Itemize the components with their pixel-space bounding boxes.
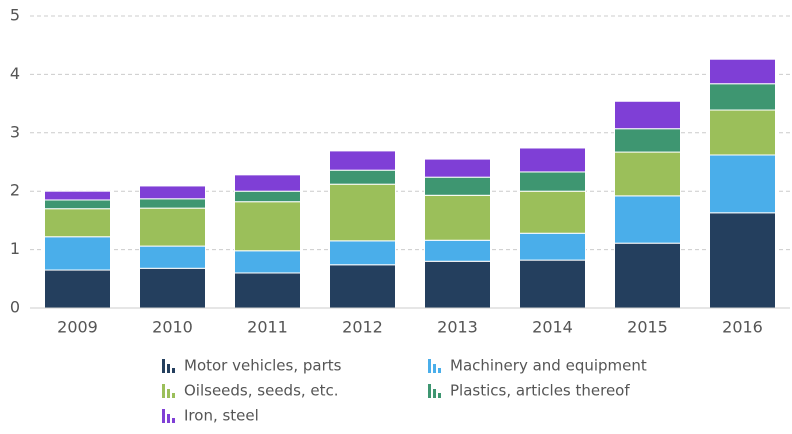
y-tick-label: 1 xyxy=(10,239,20,258)
bar-segment xyxy=(519,171,586,192)
bar-segment xyxy=(234,250,301,274)
legend-item: Motor vehicles, parts xyxy=(162,357,342,375)
bar-segment xyxy=(424,176,491,196)
y-tick-label: 2 xyxy=(10,181,20,200)
bar-segment xyxy=(424,194,491,241)
bar-segment xyxy=(329,240,396,266)
legend-icon xyxy=(167,389,170,398)
bar-segment xyxy=(329,169,396,185)
legend-icon xyxy=(162,359,165,373)
x-tick-label: 2015 xyxy=(627,318,668,337)
bar-segment xyxy=(234,190,301,203)
legend-label: Plastics, articles thereof xyxy=(450,382,630,400)
bar-segment xyxy=(139,245,206,269)
legend-icon xyxy=(438,368,441,373)
bar-segment xyxy=(519,232,586,261)
legend-icon xyxy=(162,384,165,398)
bar-segment xyxy=(139,207,206,247)
bar-segment xyxy=(424,260,491,309)
bar-segment xyxy=(44,208,111,238)
legend-icon xyxy=(438,393,441,398)
x-tick-label: 2009 xyxy=(57,318,98,337)
legend-item: Oilseeds, seeds, etc. xyxy=(162,382,339,400)
legend-icon xyxy=(167,364,170,373)
bar-segment xyxy=(709,83,776,111)
bar-segment xyxy=(709,58,776,85)
x-tick-label: 2016 xyxy=(722,318,763,337)
bar-segment xyxy=(234,201,301,252)
bar-segment xyxy=(614,151,681,197)
bar-segment xyxy=(709,212,776,309)
legend-icon xyxy=(162,409,165,423)
legend-label: Machinery and equipment xyxy=(450,357,647,375)
bar-segment xyxy=(329,264,396,309)
bar-segment xyxy=(709,109,776,156)
bar-segment xyxy=(709,154,776,214)
bar-segment xyxy=(519,190,586,234)
legend-icon xyxy=(167,414,170,423)
y-tick-label: 4 xyxy=(10,64,20,83)
y-tick-label: 5 xyxy=(10,6,20,25)
bar-segment xyxy=(614,128,681,153)
bar-segment xyxy=(139,198,206,209)
legend-icon xyxy=(172,418,175,423)
y-tick-label: 3 xyxy=(10,122,20,141)
bar-segment xyxy=(234,174,301,192)
bar-segment xyxy=(614,100,681,130)
bar-segment xyxy=(424,239,491,262)
x-tick-label: 2013 xyxy=(437,318,478,337)
bar-segment xyxy=(329,183,396,242)
legend-icon xyxy=(172,393,175,398)
bar-segment xyxy=(234,272,301,309)
bar-segment xyxy=(139,185,206,200)
legend-label: Oilseeds, seeds, etc. xyxy=(184,382,339,400)
legend-icon xyxy=(433,389,436,398)
bar-segment xyxy=(614,242,681,309)
bar-segment xyxy=(424,158,491,178)
bar-segment xyxy=(139,267,206,309)
bar-segment xyxy=(44,269,111,309)
x-tick-label: 2011 xyxy=(247,318,288,337)
bar-segment xyxy=(44,199,111,210)
y-tick-label: 0 xyxy=(10,298,20,317)
legend-label: Motor vehicles, parts xyxy=(184,357,342,375)
legend-icon xyxy=(433,364,436,373)
bar-segment xyxy=(44,236,111,271)
legend-icon xyxy=(172,368,175,373)
legend-item: Iron, steel xyxy=(162,407,259,425)
x-tick-label: 2010 xyxy=(152,318,193,337)
x-tick-label: 2014 xyxy=(532,318,573,337)
bar-segment xyxy=(614,195,681,244)
bar-segment xyxy=(329,150,396,171)
legend-item: Plastics, articles thereof xyxy=(428,382,630,400)
legend-icon xyxy=(428,359,431,373)
legend-item: Machinery and equipment xyxy=(428,357,647,375)
bar-segment xyxy=(519,259,586,309)
legend-label: Iron, steel xyxy=(184,407,259,425)
bar-segment xyxy=(519,147,586,173)
x-tick-label: 2012 xyxy=(342,318,383,337)
bar-segment xyxy=(44,190,111,201)
legend-icon xyxy=(428,384,431,398)
